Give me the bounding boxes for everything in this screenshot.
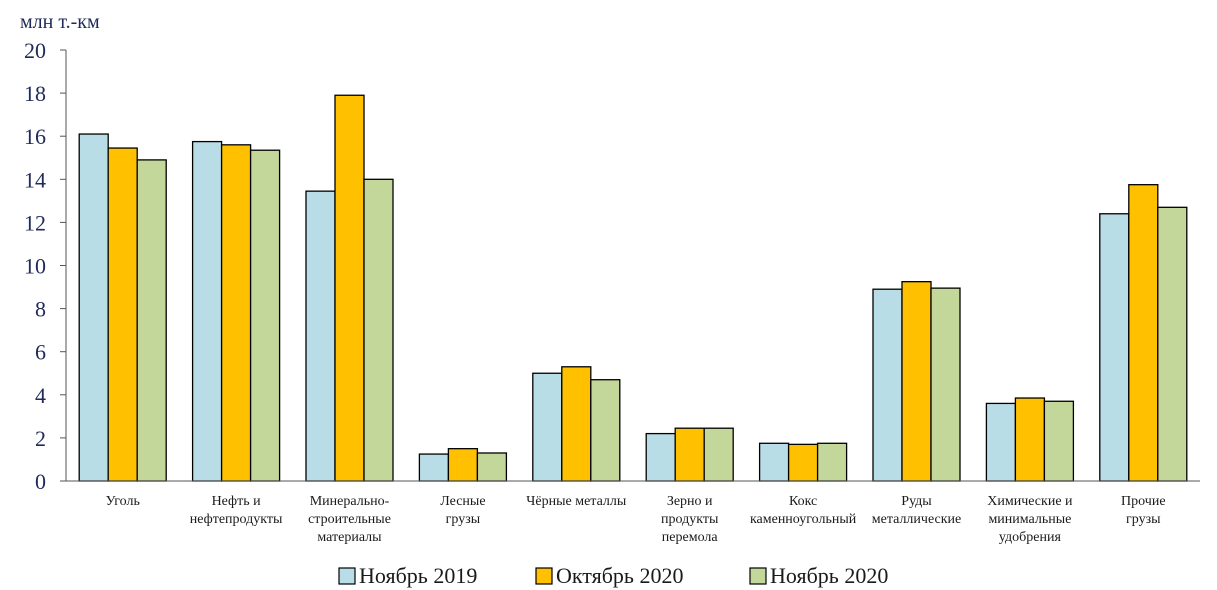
- y-tick-label: 2: [35, 426, 46, 451]
- bar: [703, 427, 734, 482]
- bar: [191, 140, 223, 482]
- x-tick-label: Химические и минимальные удобрения: [987, 494, 1073, 545]
- y-tick-label: 6: [35, 340, 46, 365]
- y-axis-ticks: 0 2 4 6 8 10 12 14 16 18 20: [24, 38, 66, 494]
- y-tick-label: 4: [35, 383, 46, 408]
- x-tick-label: Уголь: [106, 494, 140, 509]
- legend-label: Октябрь 2020: [556, 563, 683, 588]
- x-tick-label: Кокс каменноугольный: [750, 494, 857, 527]
- bar: [561, 366, 592, 482]
- bar: [816, 442, 848, 482]
- bar: [334, 94, 365, 482]
- bar: [930, 287, 961, 482]
- y-tick-label: 12: [24, 210, 46, 235]
- bar: [532, 372, 563, 482]
- bar: [476, 452, 508, 482]
- bar: [78, 133, 109, 482]
- y-axis-unit-label: млн т.-км: [20, 11, 100, 33]
- legend: Ноябрь 2019 Октябрь 2020 Ноябрь 2020: [338, 563, 888, 588]
- x-tick-label: Руды металлические: [872, 494, 962, 527]
- bar: [985, 402, 1017, 482]
- bar: [1157, 206, 1188, 482]
- y-tick-label: 18: [24, 81, 46, 106]
- bar: [1099, 213, 1130, 482]
- y-tick-label: 0: [35, 469, 46, 494]
- bar: [1014, 397, 1046, 482]
- bar: [220, 144, 252, 482]
- legend-label: Ноябрь 2019: [359, 563, 477, 588]
- bar: [305, 190, 336, 482]
- x-tick-label: Зерно и продукты перемола: [661, 494, 719, 545]
- bar: [1043, 400, 1075, 482]
- axes: [65, 50, 1200, 482]
- bar: [447, 448, 479, 482]
- bar: [872, 288, 903, 482]
- y-tick-label: 10: [24, 254, 46, 279]
- x-tick-label: Лесные грузы: [440, 494, 485, 527]
- bar: [590, 379, 621, 482]
- legend-label: Ноябрь 2020: [770, 563, 888, 588]
- legend-swatch: [338, 567, 356, 585]
- legend-swatch: [535, 567, 553, 585]
- legend-swatch: [749, 567, 767, 585]
- y-tick-label: 20: [24, 38, 46, 63]
- y-tick-label: 8: [35, 297, 46, 322]
- x-axis-labels: Уголь Нефть и нефтепродукты Минерально-стро…: [106, 494, 1166, 545]
- bar: [674, 427, 705, 482]
- bar: [136, 159, 167, 482]
- x-tick-label: Прочие грузы: [1121, 494, 1166, 527]
- bar: [363, 178, 394, 482]
- bar: [758, 442, 790, 482]
- bar: [901, 281, 932, 482]
- bars: [78, 94, 1188, 482]
- bar: [1128, 184, 1159, 482]
- y-tick-label: 16: [24, 124, 46, 149]
- bar: [107, 147, 138, 482]
- y-tick-label: 14: [24, 167, 46, 192]
- bar: [645, 432, 676, 482]
- bar: [249, 149, 281, 482]
- x-tick-label: Нефть и нефтепродукты: [190, 494, 283, 527]
- x-tick-label: Чёрные металлы: [526, 494, 627, 509]
- x-tick-label: Минерально-строительные материалы: [308, 494, 391, 545]
- bar: [787, 443, 819, 482]
- bar: [418, 453, 450, 482]
